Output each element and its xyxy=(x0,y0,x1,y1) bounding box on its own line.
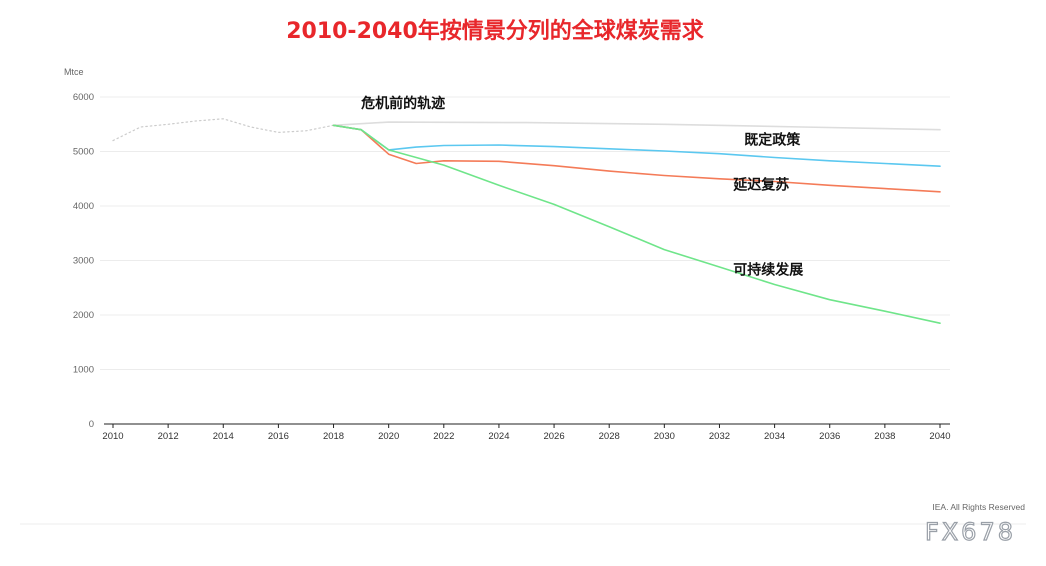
x-tick-label: 2032 xyxy=(709,431,730,442)
x-tick-label: 2014 xyxy=(213,431,234,442)
series-label-pre-crisis: 危机前的轨迹 xyxy=(360,95,445,112)
x-tick-label: 2020 xyxy=(378,431,399,442)
x-tick-label: 2012 xyxy=(158,431,179,442)
x-tick-label: 2010 xyxy=(102,431,123,442)
y-tick-label: 0 xyxy=(89,419,94,430)
y-unit-label: Mtce xyxy=(64,67,84,77)
series-layer xyxy=(112,118,941,325)
watermark-logo: FX678 xyxy=(925,518,1016,546)
series-line-sustainable-development xyxy=(332,124,941,325)
x-tick-label: 2030 xyxy=(654,431,675,442)
series-label-stated-policies: 既定政策 xyxy=(744,131,801,148)
y-tick-label: 1000 xyxy=(73,365,94,376)
series-line-delayed-recovery xyxy=(332,124,941,193)
x-tick-label: 2038 xyxy=(874,431,895,442)
x-tick-label: 2022 xyxy=(433,431,454,442)
series-line-stated-policies xyxy=(332,124,941,167)
x-tick-label: 2018 xyxy=(323,431,344,442)
grid xyxy=(100,96,950,370)
y-tick-label: 3000 xyxy=(73,256,94,267)
x-tick-label: 2034 xyxy=(764,431,785,442)
series-line-pre-crisis xyxy=(332,121,941,131)
y-tick-label: 2000 xyxy=(73,310,94,321)
series-label-sustainable-development: 可持续发展 xyxy=(733,262,803,279)
series-label-delayed-recovery: 延迟复苏 xyxy=(732,177,789,194)
y-tick-label: 5000 xyxy=(73,147,94,158)
x-tick-label: 2024 xyxy=(488,431,509,442)
x-tick-label: 2036 xyxy=(819,431,840,442)
chart-title: 2010-2040年按情景分列的全球煤炭需求 xyxy=(286,18,704,44)
x-tick-label: 2028 xyxy=(599,431,620,442)
y-tick-label: 4000 xyxy=(73,201,94,212)
axes: 0 1000 2000 3000 4000 5000 6000 2010 2012 2014 201… xyxy=(73,92,951,442)
copyright-credit: IEA. All Rights Reserved xyxy=(932,502,1025,512)
y-tick-label: 6000 xyxy=(73,92,94,103)
series-line-historical xyxy=(112,118,335,142)
x-tick-label: 2016 xyxy=(268,431,289,442)
x-tick-label: 2026 xyxy=(543,431,564,442)
x-tick-label: 2040 xyxy=(929,431,950,442)
